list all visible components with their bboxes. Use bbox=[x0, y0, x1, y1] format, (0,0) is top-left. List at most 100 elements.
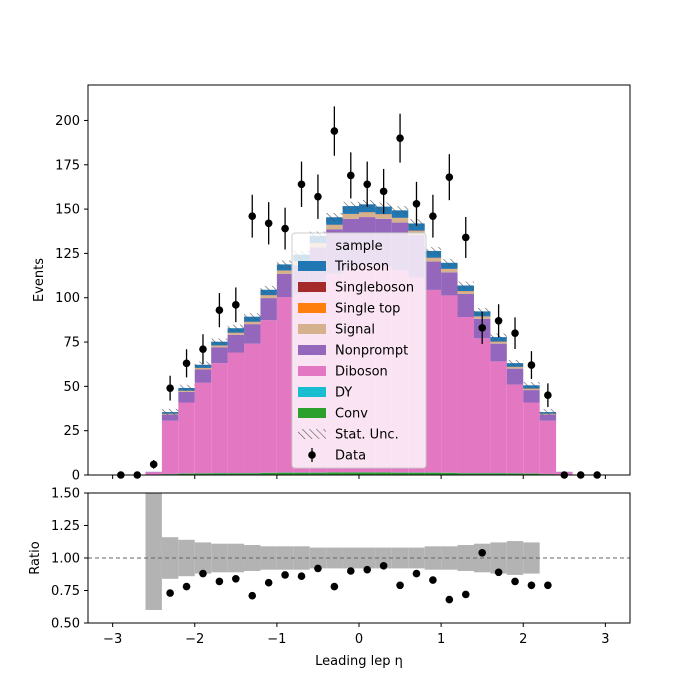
ratio-band-bar bbox=[309, 547, 327, 569]
histogram-bar bbox=[178, 473, 195, 475]
y-axis-label: Events bbox=[32, 258, 47, 302]
stat-unc-bar bbox=[178, 384, 195, 392]
x-tick-label: −3 bbox=[103, 632, 122, 647]
legend: sample Triboson Singleboson Single top Signa… bbox=[291, 232, 427, 469]
histogram-bar bbox=[194, 473, 212, 475]
histogram-bar bbox=[244, 322, 261, 325]
ratio-y-tick-label: 1.00 bbox=[51, 552, 80, 567]
ratio-y-tick-label: 0.50 bbox=[51, 617, 80, 632]
histogram-bar bbox=[523, 390, 540, 403]
histogram-bar bbox=[441, 295, 458, 473]
data-point bbox=[248, 212, 257, 220]
histogram-bar bbox=[326, 472, 343, 475]
data-point bbox=[166, 384, 174, 392]
histogram-bar bbox=[424, 472, 442, 475]
ratio-point bbox=[199, 569, 207, 578]
stat-unc-bar bbox=[506, 359, 524, 367]
y-tick-label: 0 bbox=[72, 469, 80, 484]
histogram-bar bbox=[424, 289, 442, 473]
stat-unc-bar bbox=[457, 281, 474, 290]
ratio-point bbox=[412, 569, 421, 578]
y-tick-label: 150 bbox=[55, 203, 80, 218]
stat-unc-bar bbox=[342, 201, 359, 211]
histogram-bar bbox=[359, 212, 376, 218]
data-point bbox=[511, 329, 519, 337]
histogram-bar bbox=[211, 345, 228, 348]
histogram-bar bbox=[309, 472, 327, 475]
ratio-band-bar bbox=[211, 543, 228, 573]
histogram-bar bbox=[441, 272, 458, 296]
stat-unc-bar bbox=[211, 338, 228, 345]
ratio-point bbox=[396, 581, 404, 590]
x-tick-label: 2 bbox=[519, 632, 527, 647]
histogram-bar bbox=[276, 273, 294, 298]
histogram-bar bbox=[194, 368, 212, 370]
histogram-bar bbox=[506, 384, 524, 474]
ratio-band-bar bbox=[161, 537, 179, 579]
histogram-bar bbox=[161, 414, 179, 421]
histogram-bar bbox=[539, 414, 557, 421]
series-dy bbox=[161, 472, 557, 475]
data-point bbox=[379, 187, 388, 196]
ratio-point bbox=[182, 582, 191, 591]
ratio-point bbox=[346, 567, 355, 575]
ratio-point bbox=[330, 582, 339, 591]
data-point bbox=[461, 233, 470, 242]
ratio-band-bar bbox=[408, 547, 425, 569]
series-conv bbox=[161, 472, 557, 475]
data-point bbox=[429, 212, 437, 220]
ratio-point bbox=[379, 562, 388, 570]
histogram-bar bbox=[539, 420, 557, 474]
ratio-point bbox=[478, 549, 486, 557]
stat-unc-bar bbox=[227, 324, 245, 332]
histogram-bar bbox=[490, 341, 507, 344]
histogram-bar bbox=[473, 473, 491, 475]
histogram-bar bbox=[244, 473, 261, 475]
ratio-band-bar bbox=[441, 546, 458, 570]
ratio-point bbox=[494, 568, 503, 577]
histogram-bar bbox=[523, 402, 540, 474]
histogram-bar bbox=[490, 473, 507, 475]
histogram-bar bbox=[441, 269, 458, 273]
histogram-bar bbox=[408, 472, 425, 475]
ratio-point bbox=[445, 595, 454, 604]
histogram-bar bbox=[227, 352, 245, 474]
y-tick-label: 25 bbox=[63, 424, 80, 439]
histogram-bar bbox=[211, 347, 228, 364]
data-point bbox=[199, 345, 207, 353]
y-tick-label: 125 bbox=[55, 247, 80, 262]
x-tick-label: −2 bbox=[185, 632, 204, 647]
histogram-bar bbox=[506, 473, 524, 475]
stat-unc-bar bbox=[260, 285, 277, 294]
ratio-y-tick-label: 1.50 bbox=[51, 487, 80, 502]
legend-swatch-signal bbox=[298, 324, 326, 334]
legend-swatch-nonprompt bbox=[298, 345, 326, 355]
histogram-bar bbox=[457, 317, 474, 474]
legend-marker-data bbox=[308, 451, 316, 459]
stat-unc-bar bbox=[194, 361, 212, 368]
histogram-bar bbox=[260, 298, 277, 321]
ratio-point bbox=[511, 577, 519, 586]
histogram-bar bbox=[457, 473, 474, 475]
x-tick-label: −1 bbox=[267, 632, 286, 647]
histogram-bar bbox=[326, 225, 343, 230]
data-point bbox=[363, 180, 372, 189]
ratio-band-bar bbox=[457, 545, 474, 571]
histogram-bar bbox=[276, 270, 294, 274]
histogram-bar bbox=[260, 320, 277, 473]
data-point bbox=[281, 224, 289, 233]
data-point bbox=[330, 127, 339, 135]
legend-label-conv: Conv bbox=[335, 407, 368, 422]
y-tick-label: 75 bbox=[63, 336, 80, 351]
ratio-point bbox=[363, 565, 372, 574]
legend-swatch-single-top bbox=[298, 303, 326, 313]
stat-unc-bar bbox=[539, 408, 557, 416]
legend-label-singleboson: Singleboson bbox=[335, 281, 414, 296]
legend-label-stat-unc: Stat. Unc. bbox=[335, 428, 399, 443]
histogram-bar bbox=[391, 472, 409, 475]
data-point bbox=[232, 301, 240, 309]
ratio-points bbox=[166, 549, 552, 604]
stat-unc-bar bbox=[161, 408, 179, 416]
histogram-bar bbox=[424, 258, 442, 262]
histogram-bar bbox=[178, 390, 195, 392]
